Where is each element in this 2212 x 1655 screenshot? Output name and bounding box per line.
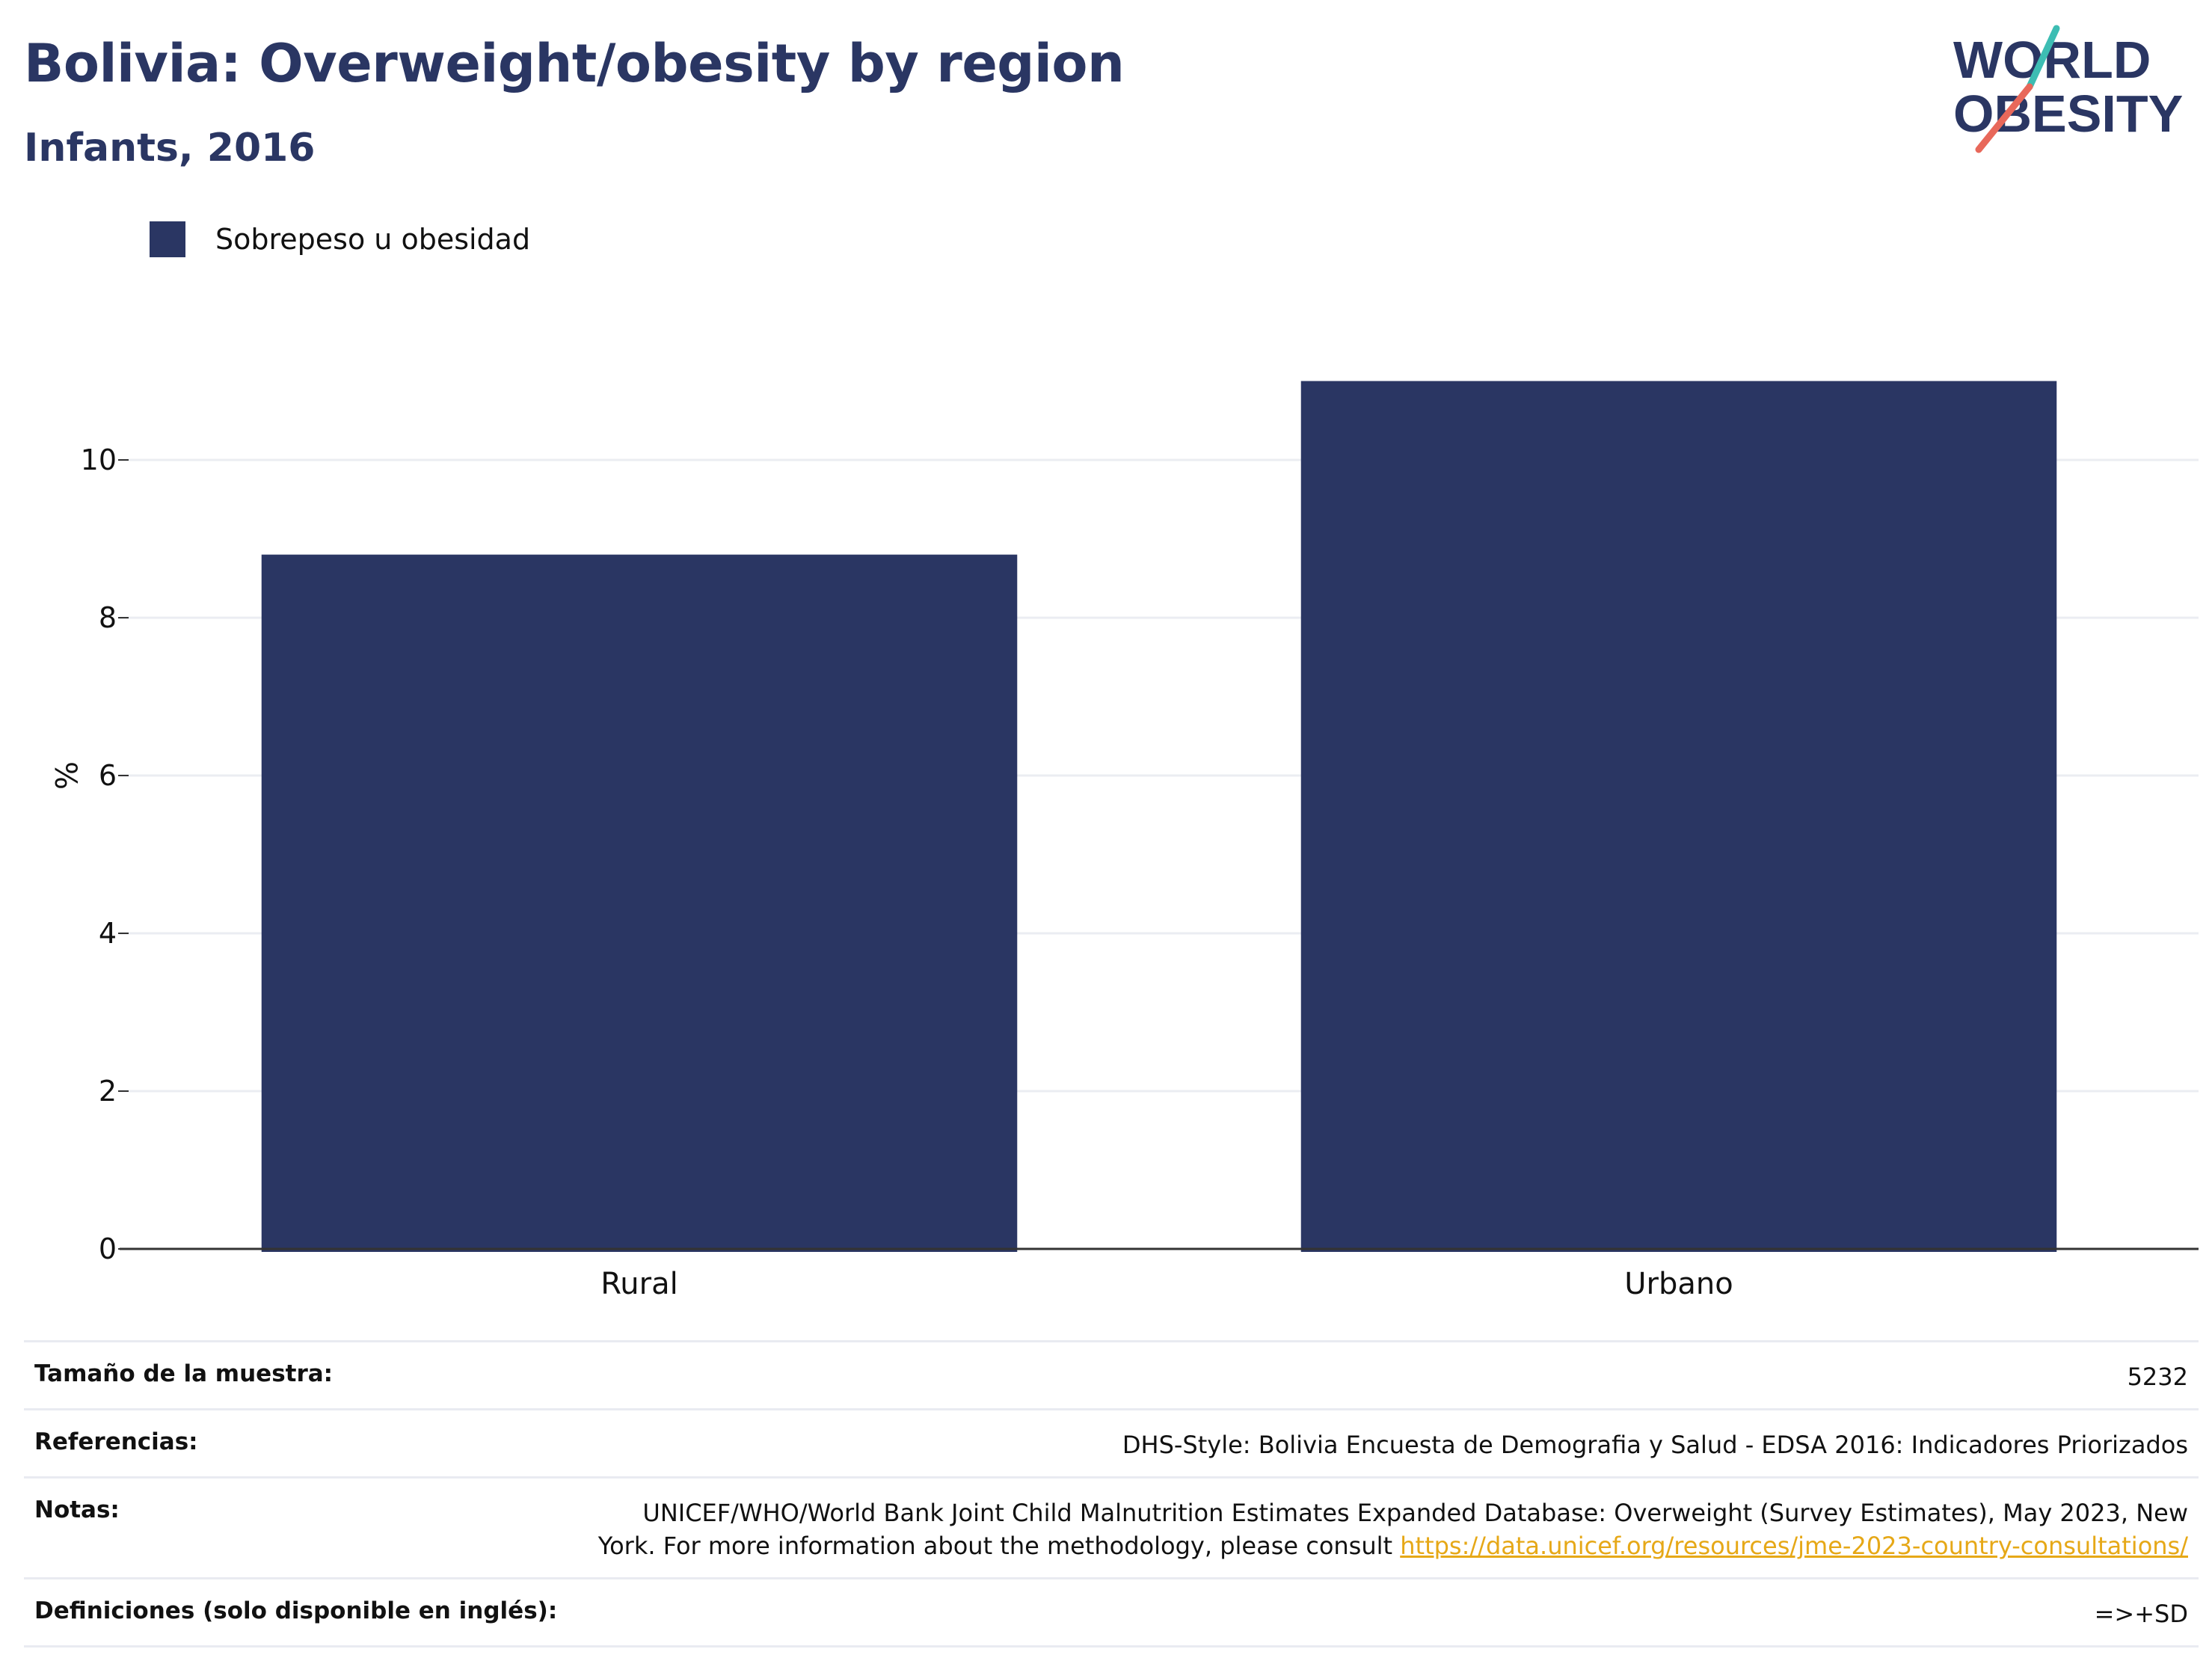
- bar-urbano: [1300, 381, 2057, 1252]
- y-tick-label: 8: [99, 601, 117, 634]
- notes-row: Notas: UNICEF/WHO/World Bank Joint Child…: [24, 1476, 2199, 1577]
- references-value: DHS-Style: Bolivia Encuesta de Demografi…: [1122, 1431, 2188, 1459]
- definitions-row: Definiciones (solo disponible en inglés)…: [24, 1577, 2199, 1648]
- references-label: Referencias:: [34, 1428, 198, 1455]
- bar-rural: [261, 554, 1018, 1252]
- definitions-value: =>+SD: [2094, 1600, 2188, 1628]
- y-tick-label: 10: [81, 443, 117, 476]
- notes-value: UNICEF/WHO/World Bank Joint Child Malnut…: [598, 1496, 2188, 1562]
- logo-slash-red: [1975, 83, 2033, 153]
- notes-label: Notas:: [34, 1496, 120, 1523]
- y-tick-label: 0: [99, 1232, 117, 1265]
- chart-subtitle: Infants, 2016: [24, 126, 316, 171]
- y-tick-label: 4: [99, 917, 117, 950]
- logo-slash-teal: [2026, 25, 2060, 90]
- y-tick-label: 6: [99, 759, 117, 792]
- sample-size-row: Tamaño de la muestra: 5232: [24, 1340, 2199, 1408]
- notes-table: Tamaño de la muestra: 5232 Referencias: …: [24, 1340, 2199, 1648]
- y-tick-label: 2: [99, 1075, 117, 1108]
- legend-swatch: [150, 221, 185, 257]
- x-tick-label: Rural: [600, 1267, 678, 1301]
- x-tick-label: Urbano: [1624, 1267, 1733, 1301]
- legend[interactable]: Sobrepeso u obesidad: [150, 221, 530, 257]
- chart-title: Bolivia: Overweight/obesity by region: [24, 33, 1125, 94]
- references-row: Referencias: DHS-Style: Bolivia Encuesta…: [24, 1408, 2199, 1476]
- notes-text-line2: York. For more information about the met…: [597, 1532, 1393, 1560]
- bar-chart: 0 2 4 6 8 10 Rural Urbano%: [48, 381, 2199, 1301]
- definitions-label: Definiciones (solo disponible en inglés)…: [34, 1597, 558, 1624]
- methodology-link[interactable]: https://data.unicef.org/resources/jme-20…: [1400, 1532, 2188, 1560]
- sample-size-label: Tamaño de la muestra:: [34, 1360, 334, 1387]
- legend-label: Sobrepeso u obesidad: [215, 223, 531, 256]
- sample-size-value: 5232: [2127, 1363, 2188, 1391]
- y-axis-label: %: [48, 761, 82, 790]
- world-obesity-logo: WORLD OBESITY: [1953, 25, 2183, 153]
- notes-text-line1: UNICEF/WHO/World Bank Joint Child Malnut…: [642, 1499, 2188, 1527]
